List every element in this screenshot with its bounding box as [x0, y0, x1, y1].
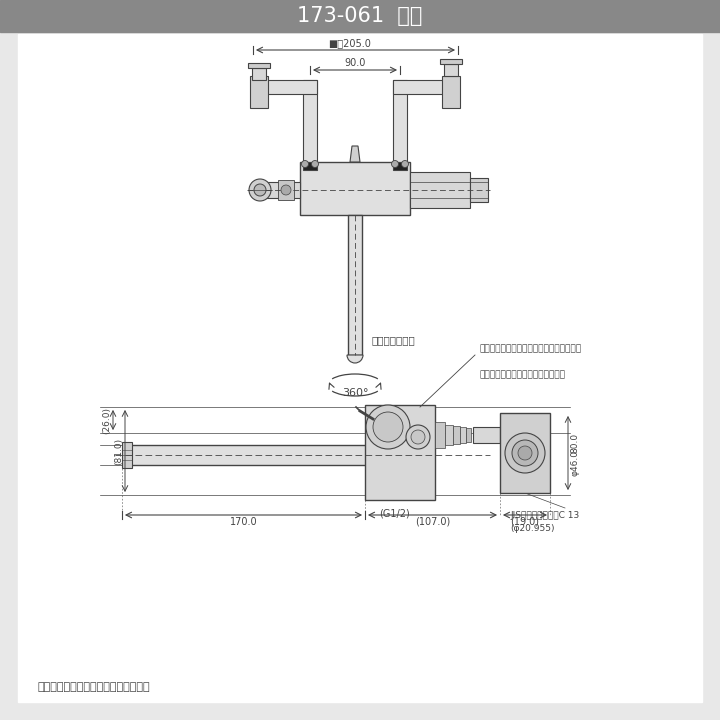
- Bar: [303, 80, 317, 162]
- Bar: [470, 178, 488, 202]
- Text: この部分にシャワセットを取り付けます。: この部分にシャワセットを取り付けます。: [480, 344, 582, 353]
- Circle shape: [312, 161, 318, 168]
- Circle shape: [373, 412, 403, 442]
- Bar: [393, 80, 407, 162]
- Circle shape: [411, 430, 425, 444]
- Text: (26.0): (26.0): [102, 407, 111, 433]
- Text: (107.0): (107.0): [415, 517, 450, 527]
- Wedge shape: [347, 355, 363, 363]
- Bar: [365, 405, 435, 500]
- Bar: [445, 425, 453, 445]
- Polygon shape: [350, 146, 360, 162]
- Bar: [0, 0, 720, 32]
- Circle shape: [392, 161, 398, 168]
- Bar: [278, 180, 294, 200]
- Circle shape: [518, 446, 532, 460]
- Bar: [410, 172, 470, 208]
- Text: 注：（　）内寸法は参考寸法である。: 注：（ ）内寸法は参考寸法である。: [38, 682, 150, 692]
- Bar: [444, 64, 458, 76]
- Bar: [393, 80, 458, 94]
- Circle shape: [512, 440, 538, 466]
- Text: 80.0: 80.0: [570, 433, 579, 453]
- Text: 173-061  図面: 173-061 図面: [297, 6, 423, 26]
- Bar: [348, 215, 362, 355]
- Bar: [252, 80, 317, 94]
- Circle shape: [249, 179, 271, 201]
- Text: (φ20.955): (φ20.955): [510, 524, 554, 533]
- Circle shape: [406, 425, 430, 449]
- Text: （シャワセットは添付図面参照。）: （シャワセットは添付図面参照。）: [480, 370, 566, 379]
- Bar: [122, 442, 132, 468]
- Circle shape: [254, 184, 266, 196]
- Text: JIS給水栓螺旋ねじC 13: JIS給水栓螺旋ねじC 13: [510, 511, 580, 520]
- Bar: [303, 162, 317, 170]
- Bar: [453, 426, 460, 444]
- Bar: [300, 162, 410, 215]
- Text: (G1/2): (G1/2): [379, 508, 410, 518]
- Bar: [440, 59, 462, 64]
- Circle shape: [402, 161, 408, 168]
- Circle shape: [302, 161, 308, 168]
- Bar: [130, 445, 370, 465]
- Bar: [435, 422, 445, 448]
- Text: (19.0): (19.0): [510, 517, 539, 527]
- Bar: [393, 162, 407, 170]
- Text: 吐水口回転角度: 吐水口回転角度: [371, 335, 415, 345]
- Bar: [473, 427, 500, 443]
- Text: 90.0: 90.0: [344, 58, 366, 68]
- Bar: [500, 413, 550, 493]
- Text: (81.0): (81.0): [114, 438, 123, 464]
- Circle shape: [505, 433, 545, 473]
- Bar: [460, 427, 466, 443]
- Text: ■大205.0: ■大205.0: [328, 38, 372, 48]
- Bar: [260, 182, 300, 198]
- Circle shape: [281, 185, 291, 195]
- Bar: [442, 76, 460, 108]
- Text: φ46.0: φ46.0: [570, 450, 579, 476]
- Bar: [248, 63, 270, 68]
- Text: 170.0: 170.0: [230, 517, 257, 527]
- Text: 360°: 360°: [342, 388, 368, 398]
- Bar: [250, 76, 268, 108]
- Circle shape: [366, 405, 410, 449]
- Bar: [466, 428, 471, 442]
- Bar: [252, 68, 266, 80]
